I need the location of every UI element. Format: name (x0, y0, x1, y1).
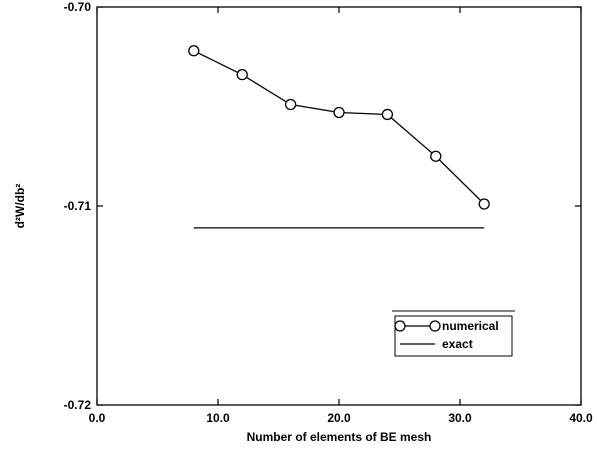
series-group (188, 45, 490, 229)
ticks-group (96, 6, 582, 406)
legend-box (394, 315, 513, 357)
plot-frame (96, 6, 582, 406)
data-point-numerical (236, 69, 248, 81)
data-point-numerical (478, 198, 490, 210)
data-point-numerical (430, 150, 442, 162)
data-point-numerical (188, 45, 200, 57)
y-tick-label: -0.71 (64, 199, 92, 213)
legend-label-exact: exact (442, 337, 473, 351)
x-tick-label: 0.0 (89, 411, 106, 425)
y-axis-label: d²W/db² (13, 184, 27, 229)
x-axis-label: Number of elements of BE mesh (247, 430, 432, 444)
y-tick-label: -0.72 (64, 398, 92, 412)
data-point-numerical (284, 98, 297, 111)
plot-frame-group (96, 6, 582, 406)
data-point-numerical (381, 108, 394, 121)
x-tick-label: 30.0 (448, 411, 472, 425)
x-tick-label: 40.0 (569, 411, 593, 425)
tick-labels-group: 0.0 10.0 20.0 30.0 40.0 -0.72 -0.71 -0.70 (64, 0, 593, 425)
y-tick-label: -0.70 (64, 0, 92, 14)
x-tick-label: 20.0 (327, 411, 351, 425)
x-tick-label: 10.0 (206, 411, 230, 425)
legend-marker-numerical (429, 320, 441, 332)
data-point-numerical (333, 106, 345, 119)
legend-marker-numerical (394, 320, 406, 332)
legend: numerical exact (392, 310, 515, 357)
legend-label-numerical: numerical (442, 319, 499, 333)
